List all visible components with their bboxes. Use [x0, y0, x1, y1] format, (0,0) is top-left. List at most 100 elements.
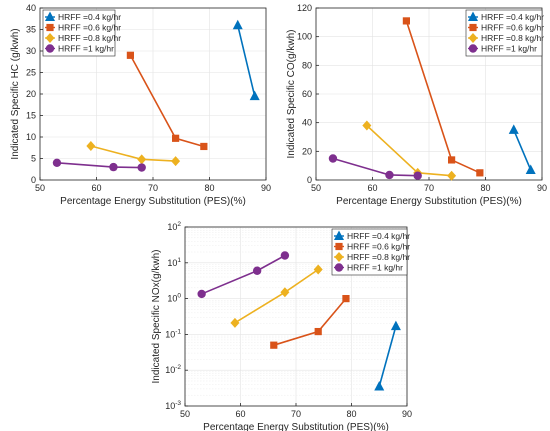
data-point	[525, 164, 536, 174]
y-axis-label: Indicated Specific HC (g/kwh)	[10, 28, 21, 159]
data-point	[137, 163, 146, 172]
y-tick-label: 101	[167, 257, 181, 268]
y-tick-label: 25	[26, 68, 36, 78]
legend-marker	[45, 33, 55, 43]
y-tick-label: 30	[26, 46, 36, 56]
y-tick-label: 0	[307, 175, 312, 185]
series-4	[197, 251, 290, 299]
series-3	[86, 141, 181, 167]
legend-marker	[335, 242, 343, 251]
data-point	[413, 171, 422, 180]
x-tick-label: 50	[35, 183, 45, 193]
legend-entry: HRFF =0.4 kg/hr	[481, 12, 544, 22]
legend-entry: HRFF =0.6 kg/hr	[481, 23, 544, 33]
data-point	[313, 264, 323, 275]
x-tick-label: 70	[148, 183, 158, 193]
x-tick-label: 70	[291, 409, 301, 419]
legend-marker	[334, 263, 344, 272]
y-tick-label: 120	[297, 3, 312, 13]
data-point	[280, 251, 290, 260]
series-2	[126, 51, 208, 151]
y-tick-label: 60	[302, 89, 312, 99]
data-point	[232, 19, 243, 30]
x-tick-label: 50	[311, 183, 321, 193]
y-tick-label: 10	[26, 132, 36, 142]
data-point	[280, 287, 290, 298]
series-line	[513, 129, 532, 171]
x-axis-label: Percentage Energy Substitution (PES)(%)	[203, 422, 389, 431]
legend-marker	[468, 11, 478, 21]
data-point	[126, 51, 134, 59]
data-point	[200, 142, 208, 151]
y-axis-label: Indicated Specific CO(g/kwh)	[286, 30, 297, 159]
data-point	[109, 162, 118, 172]
data-point	[52, 158, 62, 167]
y-tick-label: 80	[302, 60, 312, 70]
data-point	[137, 154, 147, 165]
x-tick-label: 70	[424, 183, 434, 193]
y-tick-label: 15	[26, 111, 36, 121]
chart-1: 50 60 70 80 90 0 5 10 15 20 25 30 35 40 Percentage Ene…	[10, 3, 271, 207]
y-tick-label: 20	[26, 89, 36, 99]
series-line	[236, 25, 256, 97]
legend-entry: HRFF =1 kg/hr	[481, 44, 537, 54]
data-point	[197, 289, 206, 299]
series-line	[378, 325, 397, 387]
legend-marker	[45, 11, 55, 21]
legend-marker	[334, 230, 344, 240]
legend-entry: HRFF =0.6 kg/hr	[347, 242, 410, 252]
legend-entry: HRFF =0.4 kg/hr	[347, 231, 410, 241]
series-2	[270, 295, 350, 349]
data-point	[249, 90, 260, 101]
y-tick-label: 40	[302, 118, 312, 128]
series-2	[402, 17, 484, 177]
data-point	[172, 134, 180, 142]
x-tick-label: 60	[91, 183, 101, 193]
legend-marker	[46, 23, 54, 32]
y-tick-label: 100	[297, 32, 312, 42]
y-tick-label: 0	[31, 175, 36, 185]
y-tick-label: 102	[167, 221, 181, 232]
y-tick-label: 40	[26, 3, 36, 13]
data-point	[374, 381, 385, 391]
legend-entry: HRFF =0.8 kg/hr	[58, 33, 121, 43]
x-tick-label: 90	[402, 409, 412, 419]
x-tick-label: 90	[261, 183, 271, 193]
series-1	[232, 19, 260, 101]
x-tick-label: 50	[180, 409, 190, 419]
data-point	[252, 266, 262, 275]
x-tick-label: 90	[537, 183, 547, 193]
data-point	[270, 341, 278, 349]
legend-marker	[469, 23, 477, 32]
chart-2: 50 60 70 80 90 0 20 40 60 80 100 120 Percentage Ener…	[286, 3, 547, 207]
legend-marker	[468, 33, 478, 43]
data-point	[402, 17, 410, 25]
data-point	[385, 170, 394, 180]
legend-entry: HRFF =0.8 kg/hr	[481, 33, 544, 43]
data-point	[328, 154, 338, 163]
chart-3: 50 60 70 80 90 102 101 100 10-1 10-2 10-3 Percentag…	[151, 221, 412, 431]
x-tick-label: 80	[346, 409, 356, 419]
data-point	[86, 141, 96, 152]
x-axis-label: Percentage Energy Substitution (PES)(%)	[336, 196, 522, 207]
legend-marker	[468, 44, 478, 53]
data-point	[230, 317, 240, 328]
series-4	[328, 154, 422, 180]
series-1	[374, 320, 401, 391]
legend-marker	[45, 44, 55, 53]
legend-entry: HRFF =1 kg/hr	[58, 44, 114, 54]
y-tick-label: 10-3	[165, 400, 181, 411]
y-tick-label: 10-1	[165, 328, 181, 339]
series-3	[230, 264, 323, 328]
legend-entry: HRFF =1 kg/hr	[347, 263, 403, 273]
data-point	[362, 120, 372, 131]
legend-entry: HRFF =0.4 kg/hr	[58, 12, 121, 22]
data-point	[448, 156, 456, 164]
x-tick-label: 60	[367, 183, 377, 193]
data-point	[447, 170, 457, 181]
data-point	[508, 124, 519, 134]
